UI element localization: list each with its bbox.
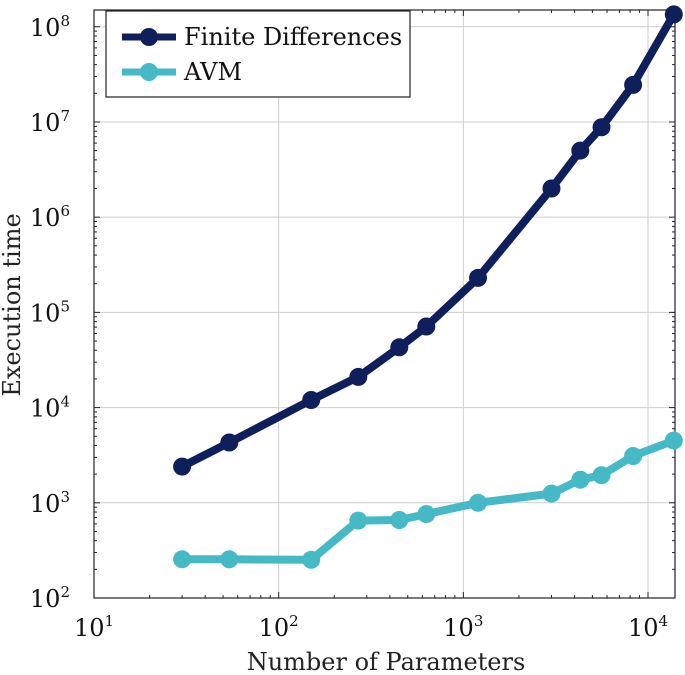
legend-label-finite-differences: Finite Differences xyxy=(184,23,402,51)
data-point-finite-differences xyxy=(173,457,192,476)
y-tick-label: 106 xyxy=(30,202,70,232)
data-point-avm xyxy=(624,447,643,465)
y-tick-label: 104 xyxy=(30,393,70,423)
legend-box xyxy=(105,10,411,98)
data-point-avm xyxy=(417,505,436,524)
data-point-finite-differences xyxy=(664,5,683,24)
x-axis-ticks: 101 102 103 104 xyxy=(74,10,668,642)
legend: Finite Differences AVM xyxy=(105,10,411,98)
data-point-finite-differences xyxy=(220,433,239,452)
x-tick-label: 102 xyxy=(259,612,299,642)
plot-frame xyxy=(93,9,676,599)
data-point-finite-differences xyxy=(469,268,487,287)
data-point-finite-differences xyxy=(417,317,436,336)
x-tick-label: 101 xyxy=(74,612,114,642)
legend-marker-finite-differences xyxy=(140,28,158,46)
data-point-avm xyxy=(571,470,590,489)
series-line-avm xyxy=(178,436,678,564)
data-point-avm xyxy=(173,550,192,569)
data-point-avm xyxy=(664,431,683,450)
data-point-avm xyxy=(542,484,561,503)
data-point-finite-differences xyxy=(349,367,368,386)
data-point-finite-differences xyxy=(592,118,611,137)
data-point-avm xyxy=(302,550,321,569)
data-point-finite-differences xyxy=(571,141,590,160)
y-tick-label: 107 xyxy=(30,107,70,137)
data-point-avm xyxy=(220,550,239,569)
x-tick-label: 104 xyxy=(628,612,668,642)
y-tick-label: 105 xyxy=(30,297,70,327)
x-axis-label: Number of Parameters xyxy=(247,648,526,675)
plot-border xyxy=(93,9,676,599)
data-point-avm xyxy=(390,511,409,529)
data-point-avm xyxy=(469,493,487,512)
legend-marker-avm xyxy=(140,63,158,81)
y-tick-label: 103 xyxy=(30,488,70,518)
y-tick-label: 102 xyxy=(30,583,70,613)
y-tick-label: 108 xyxy=(30,12,70,42)
data-point-finite-differences xyxy=(542,179,561,198)
data-point-finite-differences xyxy=(390,338,409,357)
data-point-avm xyxy=(592,466,611,485)
x-tick-label: 103 xyxy=(443,612,483,642)
data-point-avm xyxy=(349,511,368,530)
data-point-finite-differences xyxy=(624,75,643,94)
grid xyxy=(93,10,675,599)
series-lines xyxy=(173,5,683,569)
data-point-finite-differences xyxy=(302,391,321,409)
legend-label-avm: AVM xyxy=(183,58,242,86)
y-axis-ticks: 102 103 104 105 106 107 108 xyxy=(30,12,675,613)
y-axis-label: Execution time xyxy=(0,213,26,396)
